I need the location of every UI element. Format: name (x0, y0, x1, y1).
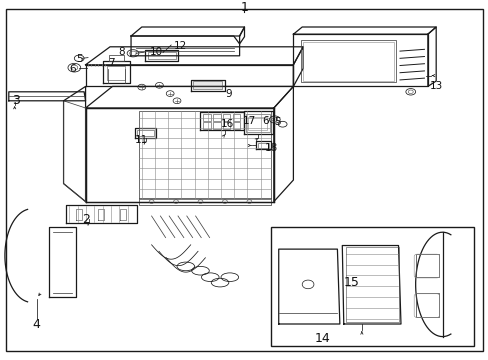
Bar (248, 117, 266, 130)
Bar (139, 111, 271, 199)
Text: 5: 5 (274, 117, 281, 127)
Bar (300, 40, 395, 82)
Text: 2: 2 (81, 213, 89, 226)
Text: 11: 11 (135, 135, 148, 145)
Bar (271, 227, 473, 346)
Text: 3: 3 (12, 94, 20, 107)
Text: 14: 14 (314, 332, 330, 345)
Bar (193, 81, 222, 89)
Bar (415, 254, 438, 277)
Text: 16: 16 (220, 119, 234, 129)
Bar (258, 143, 269, 148)
Text: 5: 5 (76, 54, 82, 64)
Bar (213, 114, 220, 121)
Bar (246, 114, 269, 132)
Bar (106, 66, 125, 80)
Bar (139, 198, 271, 205)
Bar (232, 122, 240, 129)
Text: 15: 15 (344, 276, 359, 289)
Text: 18: 18 (264, 143, 278, 153)
Text: 17: 17 (242, 116, 256, 126)
Text: 4: 4 (33, 318, 41, 330)
Text: 8: 8 (118, 47, 124, 57)
Text: 10: 10 (150, 47, 163, 57)
Text: 6: 6 (69, 64, 76, 74)
Bar (345, 247, 398, 322)
Bar (137, 130, 154, 136)
Bar (203, 114, 210, 121)
Text: 9: 9 (225, 89, 232, 99)
Text: 12: 12 (173, 41, 186, 51)
Text: 13: 13 (428, 81, 442, 91)
Bar (232, 114, 240, 121)
Text: 6: 6 (262, 116, 268, 126)
Bar (303, 42, 393, 81)
Bar (147, 52, 175, 59)
Bar (415, 293, 438, 317)
Text: 1: 1 (240, 1, 248, 14)
Bar (223, 122, 230, 129)
Bar (223, 114, 230, 121)
Bar (213, 122, 220, 129)
Text: 7: 7 (108, 58, 115, 68)
Bar (203, 122, 210, 129)
